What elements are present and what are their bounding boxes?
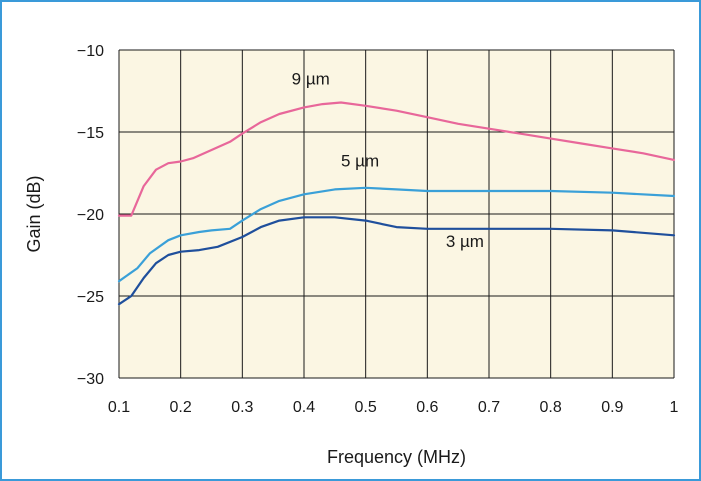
y-axis-label: Gain (dB)	[24, 175, 44, 252]
y-tick-label: −10	[77, 43, 104, 60]
x-tick-label: 0.7	[478, 399, 500, 416]
series-annotation: 9 µm	[292, 69, 330, 88]
x-tick-label: 0.9	[601, 399, 623, 416]
x-tick-label: 0.5	[355, 399, 377, 416]
series-line-3	[117, 216, 676, 306]
x-axis-label: Frequency (MHz)	[327, 447, 466, 467]
y-tick-label: −20	[77, 207, 104, 224]
x-tick-label: 0.6	[416, 399, 438, 416]
y-tick-label: −30	[77, 371, 104, 388]
x-tick-label: 1	[670, 399, 679, 416]
series-annotation: 3 µm	[446, 232, 484, 251]
series-line-1	[117, 101, 676, 217]
y-tick-label: −15	[77, 125, 104, 142]
series-annotation: 5 µm	[341, 151, 379, 170]
x-tick-label: 0.4	[293, 399, 315, 416]
x-tick-label: 0.8	[540, 399, 562, 416]
x-tick-label: 0.2	[170, 399, 192, 416]
x-tick-labels: 0.1 0.2 0.3 0.4 0.5 0.6 0.7 0.8 0.9 1	[108, 399, 679, 416]
series-annotations: 9 µm 5 µm 3 µm	[292, 69, 484, 250]
y-tick-labels: −10 −15 −20 −25 −30	[77, 43, 104, 388]
x-tick-label: 0.3	[231, 399, 253, 416]
x-tick-label: 0.1	[108, 399, 130, 416]
grid-layer	[118, 49, 675, 379]
series-line-2	[117, 186, 676, 283]
y-tick-label: −25	[77, 289, 104, 306]
series-layer	[117, 101, 676, 306]
